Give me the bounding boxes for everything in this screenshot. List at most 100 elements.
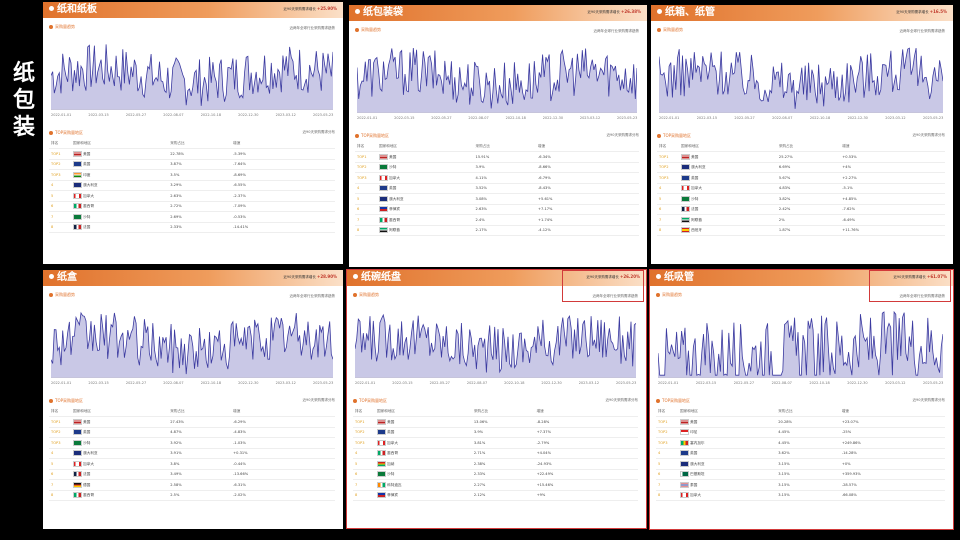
table-row[interactable]: 8 加拿大 3.15% -66.08%: [656, 490, 945, 501]
region-cell: 加拿大: [679, 183, 777, 194]
table-row[interactable]: TOP3 塞内加尔 4.45% +249.86%: [656, 438, 945, 448]
table-row[interactable]: 7 泰国 3.15% -28.57%: [656, 480, 945, 490]
table-row[interactable]: 5 加拿大 2.63% -2.37%: [49, 191, 335, 201]
share-cell: 3.87%: [170, 162, 182, 167]
table-row[interactable]: 8 菲律宾 2.12% +9%: [353, 490, 638, 501]
growth-cell: -0.53%: [233, 214, 246, 219]
table-row[interactable]: TOP1 美国 25.27% +0.53%: [657, 152, 945, 162]
x-tick-label: 2022-05-27: [733, 381, 755, 385]
table-row[interactable]: 4 澳大利亚 3.91% +0.31%: [49, 448, 335, 459]
table-row[interactable]: 8 西班牙 1.87% +11.76%: [657, 225, 945, 236]
table-row[interactable]: TOP3 印度 3.5% -8.69%: [49, 170, 335, 180]
growth-cell: -8.66%: [538, 165, 551, 170]
region-cell: 沙特: [375, 469, 472, 480]
col-region: 国家和地区: [379, 143, 397, 148]
flag-icon: [379, 153, 388, 160]
col-rank: 排名: [659, 143, 667, 148]
table-row[interactable]: TOP1 美国 22.78% -5.39%: [49, 149, 335, 159]
flag-icon: [377, 418, 386, 425]
growth-cell: -28.57%: [841, 482, 857, 487]
table-row[interactable]: 4 加拿大 4.83% -5.1%: [657, 183, 945, 194]
table-row[interactable]: 7 阿联酋 2% -6.49%: [657, 215, 945, 226]
trend-line: [658, 310, 943, 376]
table-row[interactable]: TOP2 澳大利亚 6.69% +4%: [657, 162, 945, 173]
table-row[interactable]: 4 英国 3.52% -8.43%: [355, 183, 639, 194]
region-cell: 阿联酋: [679, 215, 777, 226]
table-row[interactable]: 4 英国 3.62% -14.28%: [656, 448, 945, 459]
trend-note: 近两年全球行业采购需求趋势: [899, 29, 946, 33]
region-cell: 英国: [679, 173, 777, 184]
table-row[interactable]: 7 墨西哥 2.4% +1.74%: [355, 215, 639, 225]
table-row[interactable]: 5 沙特 3.82% +4.85%: [657, 194, 945, 204]
table-row[interactable]: TOP1 美国 20.28% +23.07%: [656, 417, 945, 427]
panel-meta: 近90天采购需求增长 +61.07%: [893, 274, 947, 279]
region-cell: 德国: [71, 480, 168, 491]
growth-cell: -13.66%: [233, 472, 249, 477]
table-row[interactable]: TOP2 沙特 3.9% -8.66%: [355, 162, 639, 173]
panel-header: 纸盒 近90天采购需求增长 +28.90%: [43, 270, 343, 286]
panel-title: 纸包装袋: [355, 6, 403, 20]
table-row[interactable]: 4 墨西哥 2.71% +4.04%: [353, 448, 638, 459]
table-row[interactable]: 5 加拿大 3.8% -0.44%: [49, 459, 335, 469]
table-row[interactable]: TOP3 加拿大 4.11% -6.79%: [355, 173, 639, 183]
table-row[interactable]: 8 墨西哥 2.5% -2.02%: [49, 490, 335, 501]
trend-label: 采购量趋势: [49, 24, 75, 30]
table-row[interactable]: TOP3 沙特 3.92% -1.03%: [49, 438, 335, 448]
region-name: 澳大利亚: [389, 196, 404, 201]
table-row[interactable]: 8 阿联酋 2.17% -4.12%: [355, 225, 639, 236]
table-row[interactable]: TOP3 加拿大 3.81% -2.79%: [353, 438, 638, 448]
x-tick-label: 2023-05-23: [923, 116, 944, 120]
region-cell: 墨西哥: [71, 490, 168, 501]
table-row[interactable]: 6 沙特 2.33% +22.49%: [353, 469, 638, 480]
flag-icon: [73, 213, 82, 220]
region-name: 塞内加尔: [690, 440, 705, 445]
table-row[interactable]: 7 沙特 2.69% -0.53%: [49, 212, 335, 222]
rank-cell: 6: [355, 472, 358, 477]
table-row[interactable]: TOP1 美国 15.91% -6.34%: [355, 152, 639, 162]
table-row[interactable]: 8 法国 2.33% -14.41%: [49, 222, 335, 233]
table-row[interactable]: 6 法国 3.49% -13.66%: [49, 469, 335, 480]
table-row[interactable]: TOP1 美国 27.43% -6.29%: [49, 417, 335, 427]
flag-icon: [73, 182, 82, 189]
table-row[interactable]: 5 澳大利亚 3.15% +0%: [656, 459, 945, 469]
trend-line: [51, 311, 333, 375]
table-row[interactable]: TOP3 英国 5.67% +2.27%: [657, 173, 945, 184]
region-name: 阿联酋: [389, 228, 400, 233]
flag-icon: [379, 227, 388, 234]
table-row[interactable]: 7 德国 2.58% -6.31%: [49, 480, 335, 491]
table-row[interactable]: 5 澳大利亚 3.08% +5.61%: [355, 194, 639, 204]
table-row[interactable]: TOP1 美国 13.06% -8.28%: [353, 417, 638, 427]
top-note: 近90天采购需求分布: [605, 398, 638, 402]
flag-icon: [73, 439, 82, 446]
table-row[interactable]: 6 巴基斯坦 3.15% +359.93%: [656, 469, 945, 480]
rank-table: 排名 国家和地区 采购占比 增速 TOP1 美国 22.78% -5.39% T…: [49, 138, 335, 233]
table-row[interactable]: 6 菲律宾 2.63% +7.17%: [355, 204, 639, 215]
x-tick-label: 2022-03-15: [392, 381, 413, 385]
rank-cell: 8: [659, 228, 662, 233]
rank-cell: TOP3: [355, 440, 365, 445]
region-name: 沙特: [389, 165, 397, 170]
trend-chart: [357, 47, 637, 113]
table-row[interactable]: 6 法国 2.42% -7.62%: [657, 204, 945, 215]
region-name: 英国: [83, 162, 91, 167]
table-row[interactable]: 4 澳大利亚 3.29% -6.55%: [49, 180, 335, 191]
flag-icon: [379, 195, 388, 202]
table-row[interactable]: 5 加纳 2.38% -24.93%: [353, 459, 638, 469]
table-row[interactable]: 7 科特迪瓦 2.27% +15.46%: [353, 480, 638, 490]
flag-icon: [379, 216, 388, 223]
share-cell: 2.27%: [473, 482, 486, 487]
x-tick-label: 2023-05-23: [616, 381, 637, 385]
table-row[interactable]: TOP2 英国 4.87% -4.83%: [49, 427, 335, 438]
table-row[interactable]: TOP2 印尼 4.45% -25%: [656, 427, 945, 438]
region-name: 澳大利亚: [83, 451, 98, 456]
region-name: 英国: [691, 175, 699, 180]
trend-chart: [51, 311, 333, 378]
table-row[interactable]: TOP2 英国 3.9% +7.37%: [353, 427, 638, 438]
x-tick-label: 2022-01-01: [658, 381, 679, 385]
growth-cell: -8.28%: [536, 419, 550, 424]
table-row[interactable]: 6 墨西哥 2.72% -7.09%: [49, 201, 335, 212]
highlight-box: [562, 270, 644, 302]
table-row[interactable]: TOP2 英国 3.87% -7.64%: [49, 159, 335, 170]
col-rank: 排名: [658, 408, 666, 413]
top-label: TOP采购量地区: [355, 133, 389, 139]
